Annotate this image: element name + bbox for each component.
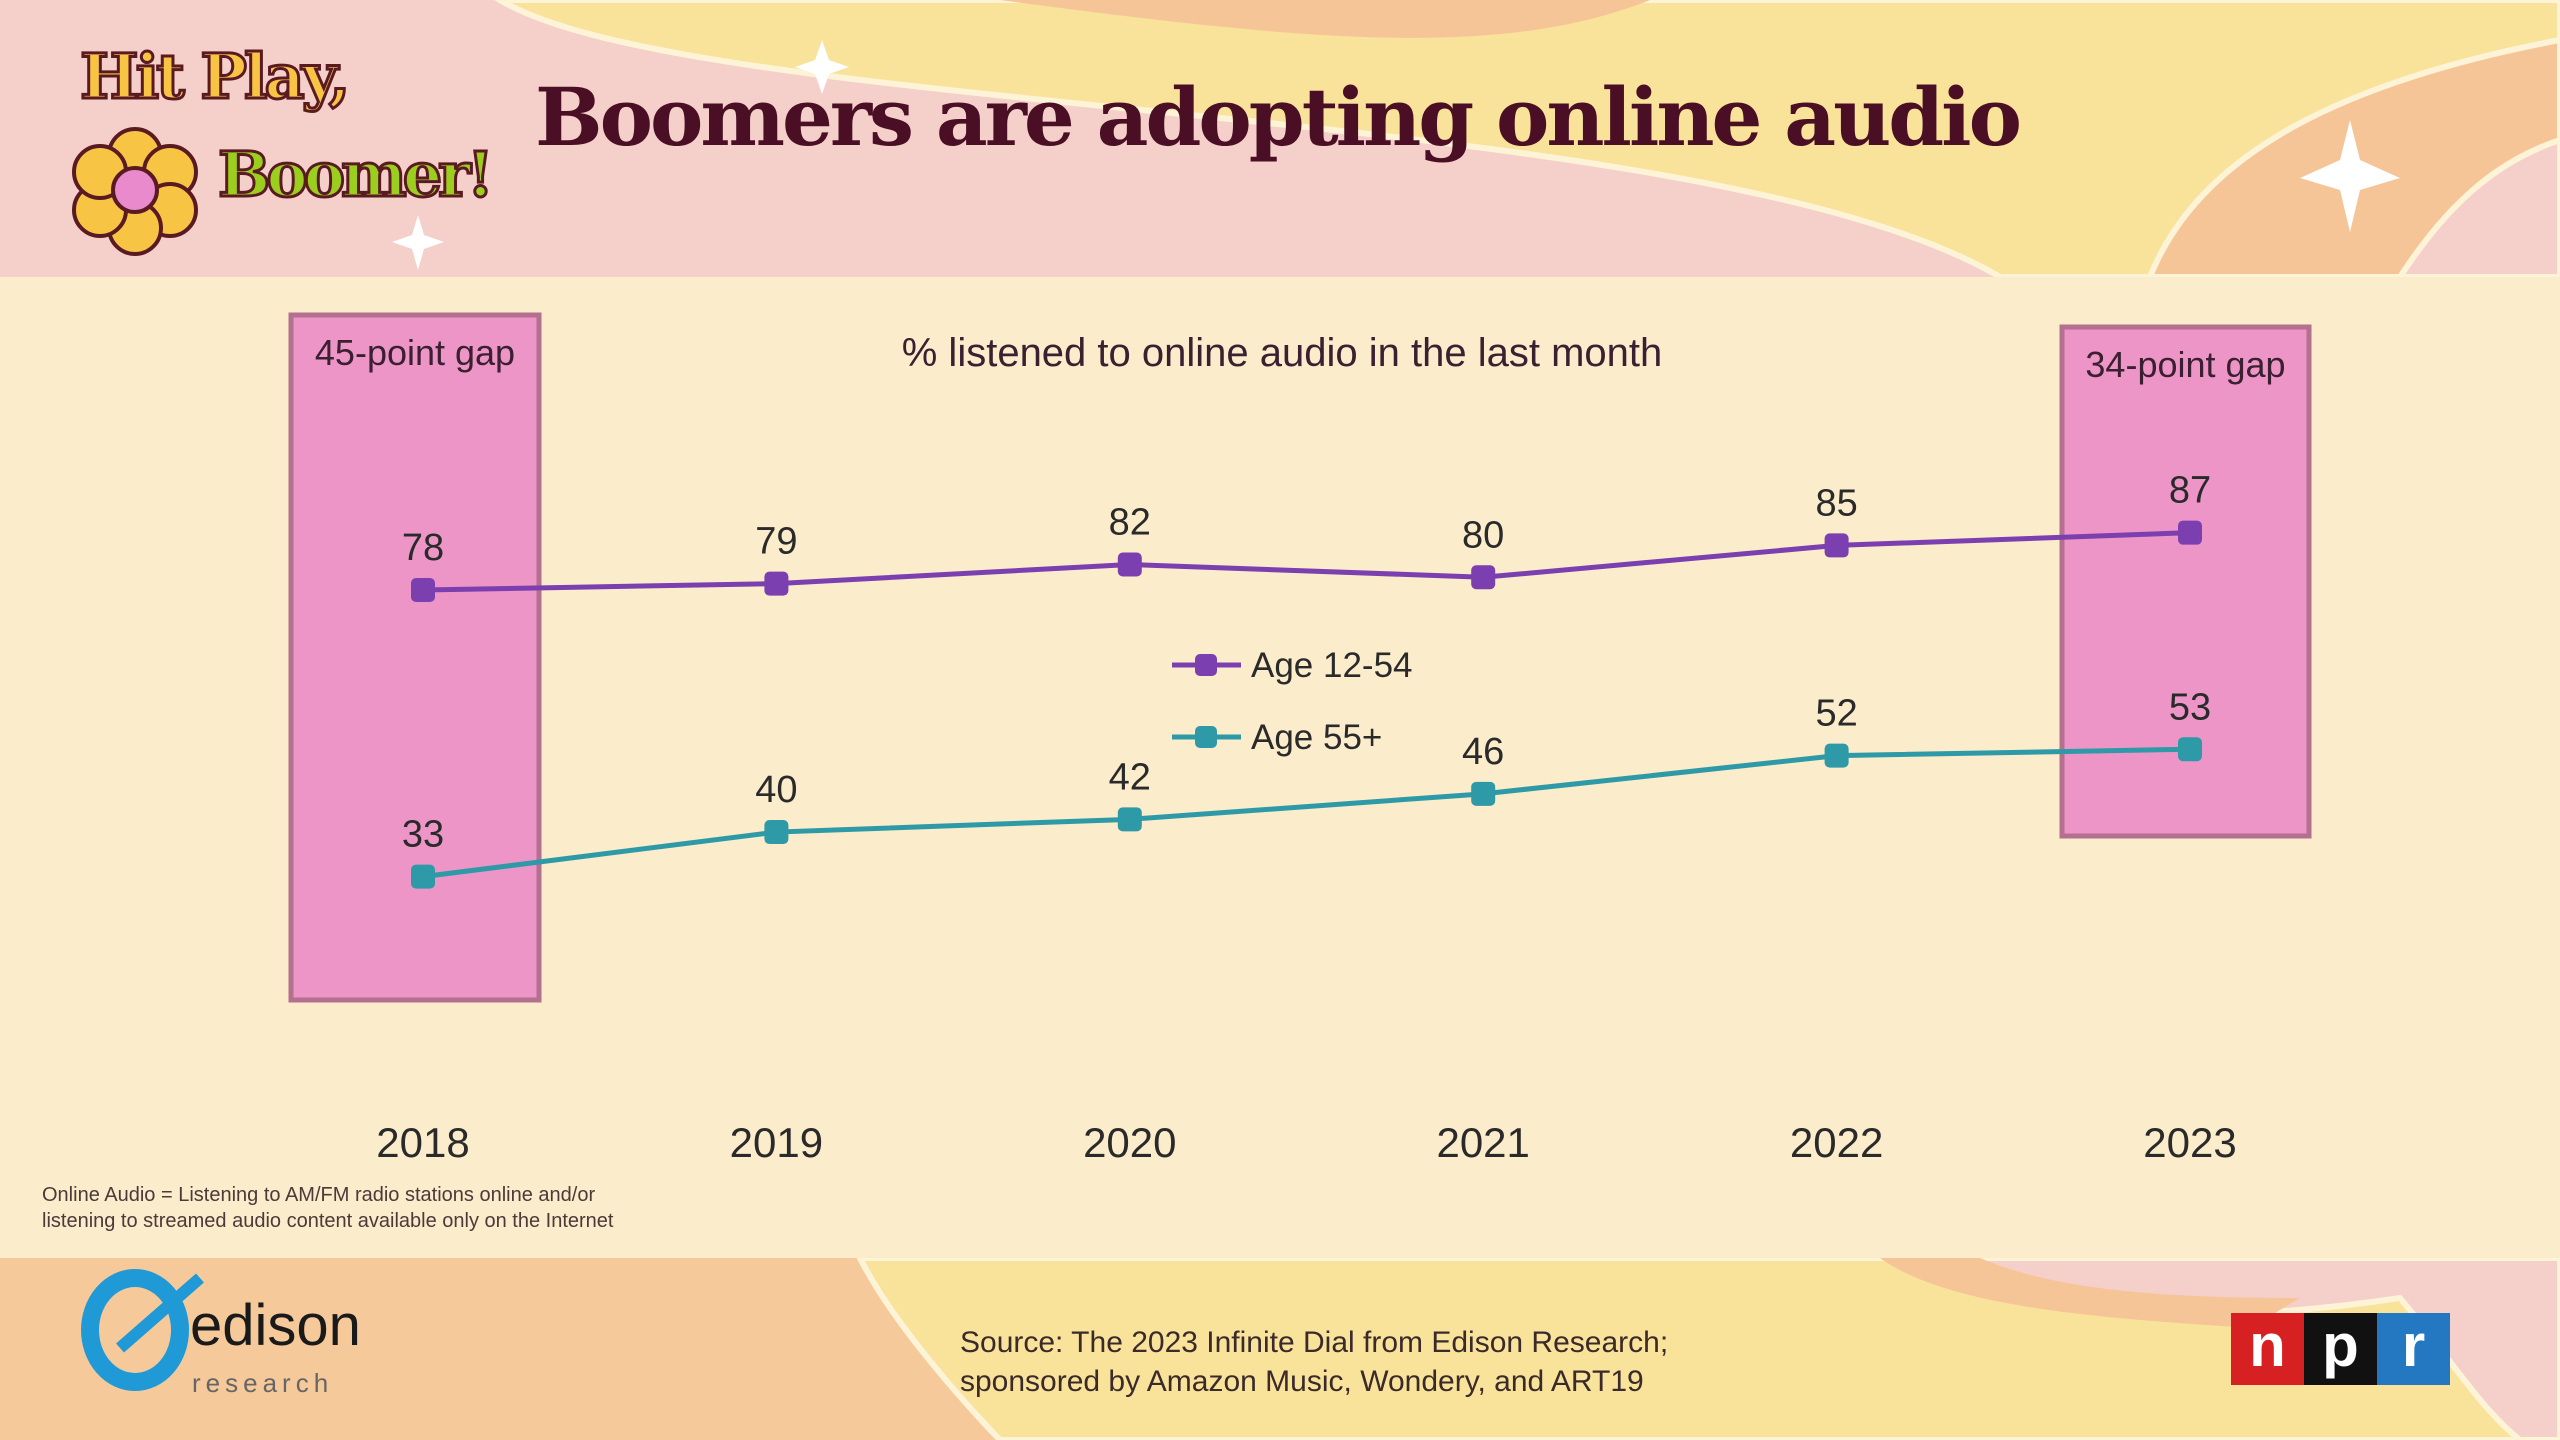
data-point: [764, 820, 789, 845]
data-point: [2178, 520, 2202, 545]
flower-icon: [72, 127, 198, 256]
data-point: [1117, 807, 1142, 832]
gap-annotation-label: 45-point gap: [315, 332, 515, 373]
series-line-0: [422, 530, 2191, 593]
data-label: 46: [1462, 731, 1504, 773]
footnote-line: listening to streamed audio content avai…: [42, 1210, 614, 1232]
x-tick-label: 2021: [1436, 1119, 1529, 1166]
data-label: 79: [755, 521, 797, 563]
data-label: 80: [1462, 514, 1504, 556]
npr-logo-p: p: [2304, 1313, 2377, 1385]
sparkle-icon: [2300, 120, 2400, 232]
legend-label: Age 55+: [1251, 718, 1382, 757]
logo-hit-play: Hit Play,: [78, 40, 351, 113]
x-tick-label: 2023: [2143, 1119, 2236, 1166]
footnote-line: Online Audio = Listening to AM/FM radio …: [42, 1184, 596, 1206]
data-point: [2178, 737, 2202, 762]
logo-boomer: Boomer!: [216, 138, 495, 211]
header-banner: Hit Play, Boomer! Boomers are adopting o…: [0, 0, 2560, 277]
data-label: 78: [402, 527, 444, 569]
data-point: [1471, 781, 1496, 806]
data-label: 42: [1109, 756, 1151, 798]
footer-banner: edison research: [0, 1258, 2560, 1440]
npr-logo-n: n: [2231, 1313, 2304, 1385]
x-tick-label: 2018: [376, 1119, 469, 1166]
page-title: Boomers are adopting online audio: [535, 70, 2022, 164]
data-point: [411, 578, 435, 602]
data-point: [1471, 565, 1496, 590]
source-line: sponsored by Amazon Music, Wondery, and …: [960, 1365, 1644, 1398]
gap-annotation-label: 34-point gap: [2085, 344, 2285, 385]
sparkle-icon: [795, 40, 849, 94]
edison-logo-text: edison: [190, 1293, 361, 1358]
data-point: [1824, 533, 1849, 558]
data-point: [1117, 552, 1142, 577]
decorative-waves: [81, 1258, 2560, 1440]
npr-logo-r: r: [2377, 1313, 2450, 1385]
edison-logo-subtext: research: [192, 1368, 334, 1398]
legend-label: Age 12-54: [1251, 646, 1413, 685]
chart-title: % listened to online audio in the last m…: [902, 331, 1663, 375]
line-chart: 45-point gap 34-point gap % listened to on…: [288, 312, 2312, 1166]
data-label: 87: [2169, 470, 2211, 512]
data-label: 40: [755, 769, 797, 811]
npr-logo: n p r: [2231, 1313, 2450, 1385]
data-label: 85: [1815, 482, 1857, 524]
data-label: 33: [402, 814, 444, 856]
data-point: [411, 864, 435, 889]
source-text: Source: The 2023 Infinite Dial from Edis…: [960, 1323, 1668, 1401]
x-tick-label: 2020: [1083, 1119, 1176, 1166]
data-label: 53: [2169, 686, 2211, 728]
x-tick-label: 2019: [730, 1119, 823, 1166]
source-line: Source: The 2023 Infinite Dial from Edis…: [960, 1326, 1669, 1359]
footnote: Online Audio = Listening to AM/FM radio …: [42, 1182, 613, 1234]
data-label: 52: [1815, 693, 1857, 735]
legend-marker: [1195, 654, 1217, 676]
gap-annotation-box: [288, 312, 542, 1003]
legend-marker: [1195, 726, 1217, 748]
data-point: [764, 571, 789, 596]
data-label: 82: [1109, 502, 1151, 544]
x-tick-label: 2022: [1790, 1119, 1883, 1166]
decorative-waves: [72, 0, 2560, 277]
series-line-1: [422, 746, 2191, 880]
data-point: [1824, 743, 1849, 768]
edison-logo-icon: [81, 1269, 204, 1391]
sparkle-icon: [392, 215, 444, 270]
